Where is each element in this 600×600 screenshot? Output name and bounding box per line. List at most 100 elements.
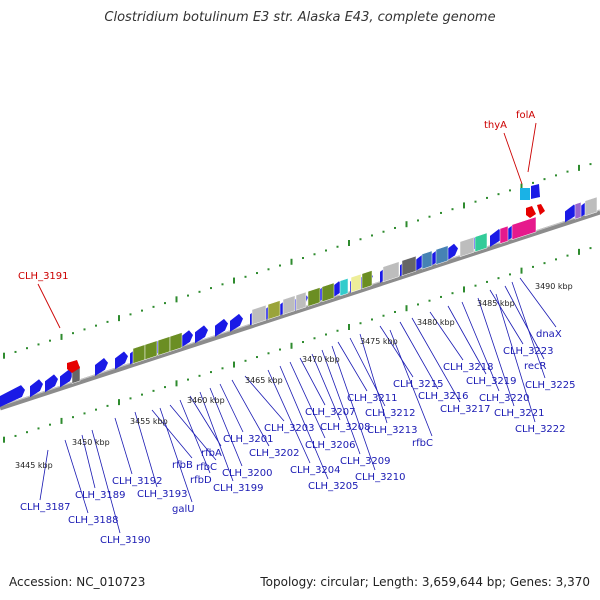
- gene-block[interactable]: [574, 201, 582, 220]
- gene-label[interactable]: CLH_3207: [305, 407, 356, 418]
- gene-label[interactable]: CLH_3211: [347, 393, 398, 404]
- gene-block[interactable]: [382, 261, 400, 283]
- gene-label[interactable]: rfbB: [172, 460, 193, 471]
- gene-label[interactable]: CLH_3192: [112, 476, 163, 487]
- gene-label[interactable]: rfbD: [190, 475, 212, 486]
- leader-line: [359, 333, 388, 424]
- gene-arrow[interactable]: [230, 313, 243, 332]
- leader-line: [114, 417, 133, 475]
- leader-line: [134, 411, 158, 488]
- gene-block[interactable]: [295, 291, 307, 311]
- gene-fola-marker[interactable]: [537, 204, 545, 215]
- gene-label[interactable]: CLH_3221: [494, 408, 545, 419]
- gene-clh-3191-marker[interactable]: [67, 360, 80, 373]
- gene-label[interactable]: CLH_3223: [503, 346, 554, 357]
- gene-label[interactable]: CLH_3190: [100, 535, 151, 546]
- gene-label[interactable]: CLH_3217: [440, 404, 491, 415]
- gene-label[interactable]: CLH_3199: [213, 483, 264, 494]
- gene-label[interactable]: CLH_3203: [264, 423, 315, 434]
- gene-label[interactable]: CLH_3209: [340, 456, 391, 467]
- gene-block[interactable]: [350, 273, 362, 293]
- leader-line: [39, 449, 49, 501]
- gene-label[interactable]: CLH_3187: [20, 502, 71, 513]
- scale-label: 3490 kbp: [535, 282, 573, 291]
- gene-label[interactable]: CLH_3200: [222, 468, 273, 479]
- gene-arrow[interactable]: [195, 325, 208, 344]
- gene-label[interactable]: CLH_3216: [418, 391, 469, 402]
- gene-arrow[interactable]: [95, 358, 108, 376]
- gene-label[interactable]: CLH_3219: [466, 376, 517, 387]
- gene-label[interactable]: rfbC: [196, 462, 217, 473]
- gene-arrow[interactable]: [0, 385, 25, 407]
- gene-block[interactable]: [267, 300, 281, 320]
- leader-line: [349, 337, 386, 407]
- gene-label[interactable]: CLH_3208: [320, 422, 371, 433]
- gene-thya-marker[interactable]: [526, 206, 536, 218]
- scale-label: 3465 kbp: [245, 376, 283, 385]
- highlight-label[interactable]: thyA: [484, 120, 507, 131]
- gene-label[interactable]: CLH_3220: [479, 393, 530, 404]
- leader-line: [267, 369, 311, 464]
- leader-line: [244, 375, 285, 422]
- gene-label[interactable]: CLH_3206: [305, 440, 356, 451]
- gene-label[interactable]: dnaX: [536, 329, 562, 340]
- gene-label[interactable]: CLH_3225: [525, 380, 576, 391]
- gene-block[interactable]: [459, 236, 475, 258]
- gene-block[interactable]: [511, 216, 537, 241]
- highlight-leader: [527, 122, 537, 173]
- gene-block[interactable]: [339, 277, 349, 297]
- gene-label[interactable]: CLH_3212: [365, 408, 416, 419]
- gene-label[interactable]: galU: [172, 504, 195, 515]
- gene-arrow[interactable]: [60, 369, 73, 388]
- gene-block[interactable]: [584, 196, 598, 217]
- highlight-label[interactable]: CLH_3191: [18, 271, 69, 282]
- gene-arrow[interactable]: [115, 351, 128, 370]
- genome-backbone: [0, 209, 600, 411]
- gene-block[interactable]: [361, 270, 373, 290]
- gene-label[interactable]: rfbA: [201, 448, 222, 459]
- gene-arrow[interactable]: [180, 330, 193, 349]
- gene-arrow[interactable]: [30, 379, 43, 398]
- gene-label[interactable]: CLH_3193: [137, 489, 188, 500]
- leader-line: [91, 429, 121, 534]
- gene-label[interactable]: CLH_3222: [515, 424, 566, 435]
- gene-label[interactable]: CLH_3205: [308, 481, 359, 492]
- map-title: Clostridium botulinum E3 str. Alaska E43…: [104, 10, 496, 25]
- leader-line: [389, 329, 433, 437]
- gene-block-blue-small: [531, 184, 540, 199]
- scale-label: 3470 kbp: [302, 355, 340, 364]
- gene-label[interactable]: CLH_3202: [249, 448, 300, 459]
- gene-label[interactable]: CLH_3204: [290, 465, 341, 476]
- gene-block[interactable]: [499, 225, 509, 245]
- leader-line: [489, 289, 524, 345]
- gene-block[interactable]: [307, 287, 321, 307]
- leader-line: [379, 325, 414, 378]
- gene-label[interactable]: CLH_3188: [68, 515, 119, 526]
- gene-block[interactable]: [321, 282, 335, 303]
- gene-block[interactable]: [169, 332, 183, 352]
- gene-arrow[interactable]: [215, 318, 228, 337]
- leader-line: [331, 345, 376, 471]
- gene-block[interactable]: [251, 304, 267, 326]
- topology-summary: Topology: circular; Length: 3,659,644 bp…: [260, 575, 590, 589]
- gene-label[interactable]: CLH_3215: [393, 379, 444, 390]
- gene-block[interactable]: [282, 295, 296, 315]
- highlight-label[interactable]: folA: [516, 110, 535, 121]
- gene-label[interactable]: CLH_3218: [443, 362, 494, 373]
- gene-label[interactable]: recR: [524, 361, 547, 372]
- gene-block[interactable]: [401, 255, 417, 277]
- leader-line: [411, 317, 461, 403]
- gene-block[interactable]: [474, 232, 488, 253]
- gene-block[interactable]: [144, 340, 158, 360]
- gene-label[interactable]: CLH_3213: [367, 425, 418, 436]
- gene-block[interactable]: [421, 250, 433, 270]
- gene-label[interactable]: CLH_3201: [223, 434, 274, 445]
- gene-block[interactable]: [435, 245, 449, 265]
- gene-label[interactable]: CLH_3189: [75, 490, 126, 501]
- scale-label: 3450 kbp: [72, 438, 110, 447]
- gene-label[interactable]: rfbC: [412, 438, 433, 449]
- gene-label[interactable]: CLH_3210: [355, 472, 406, 483]
- highlight-labels: CLH_3191 thyA folA: [18, 110, 535, 282]
- gene-arrow[interactable]: [45, 374, 58, 393]
